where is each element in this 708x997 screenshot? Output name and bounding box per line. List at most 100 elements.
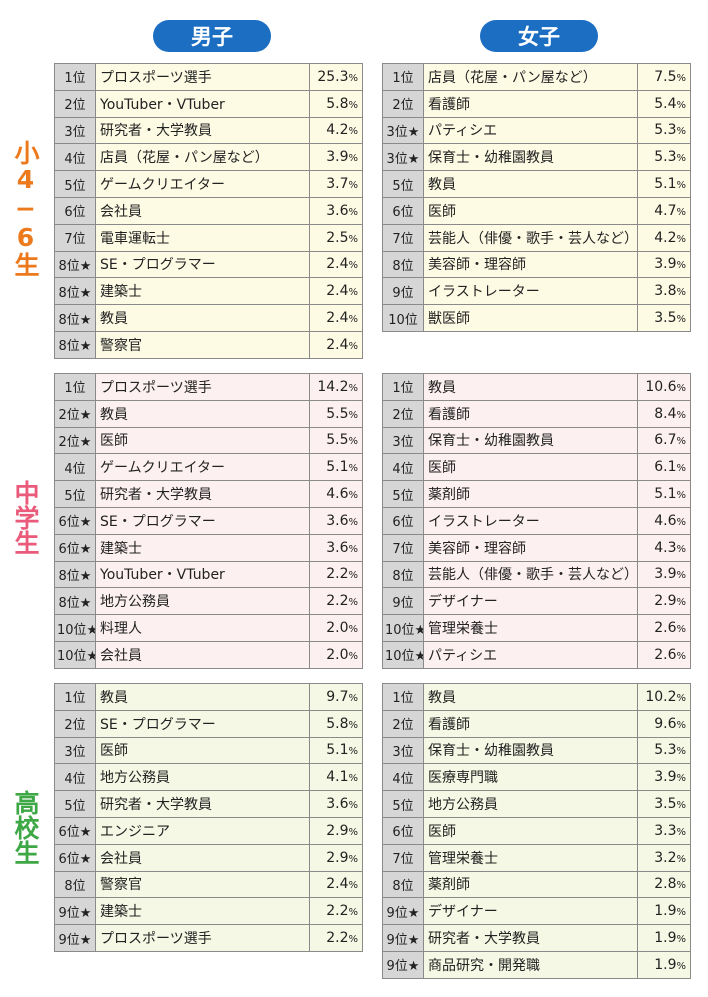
percent-value: 3.6 [326,796,349,813]
table-row: 9位 デザイナー 2.9% [382,587,691,616]
table-row: 8位 薬剤師 2.8% [382,870,691,899]
percent-value: 4.2 [654,229,677,246]
percent-value: 5.3 [654,742,677,759]
occupation-cell: 医師 [423,453,638,482]
table-row: 5位 教員 5.1% [382,170,691,198]
occupation-cell: 美容師・理容師 [423,250,638,279]
percent-cell: 2.0% [309,614,363,642]
rank-cell: 6位★ [54,506,96,535]
percent-cell: 2.9% [309,816,363,845]
percent-cell: 4.6% [637,506,691,535]
table-row: 2位 YouTuber・VTuber 5.8% [54,89,363,118]
percent-sign: % [348,463,358,475]
percent-sign: % [348,934,358,946]
table-row: 4位 店員（花屋・パン屋など） 3.9% [54,143,363,172]
rank-cell: 4位 [382,763,424,792]
rank-cell: 2位 [54,89,96,118]
table-row: 9位★ 建築士 2.2% [54,897,363,926]
percent-sign: % [676,597,686,609]
percent-sign: % [676,516,686,528]
percent-cell: 1.9% [637,950,691,979]
rank-cell: 10位 [382,304,424,332]
percent-sign: % [676,543,686,555]
rank-cell: 2位 [382,399,424,428]
percent-cell: 4.3% [637,533,691,562]
percent-cell: 2.2% [309,560,363,589]
table-row: 5位 ゲームクリエイター 3.7% [54,170,363,198]
table-row: 1位 教員 10.6% [382,373,691,401]
occupation-cell: 管理栄養士 [423,843,638,872]
table-row: 2位 SE・プログラマー 5.8% [54,709,363,738]
percent-sign: % [676,233,686,245]
percent-sign: % [676,960,686,972]
occupation-cell: 研究者・大学教員 [95,116,310,145]
percent-value: 2.9 [654,593,677,610]
table-row: 9位★ 商品研究・開発職 1.9% [382,950,691,979]
rank-cell: 1位 [54,63,96,91]
table-row: 3位★ パティシエ 5.3% [382,116,691,145]
occupation-cell: 料理人 [95,614,310,642]
percent-value: 2.4 [326,336,349,353]
percent-sign: % [348,570,358,582]
rank-cell: 1位 [54,683,96,711]
occupation-cell: 会社員 [95,843,310,872]
rank-cell: 6位 [382,196,424,225]
occupation-cell: 教員 [423,683,638,711]
occupation-cell: 看護師 [423,709,638,738]
table-row: 9位 イラストレーター 3.8% [382,277,691,306]
percent-value: 3.6 [326,539,349,556]
occupation-cell: 看護師 [423,89,638,118]
table-row: 1位 教員 10.2% [382,683,691,711]
percent-cell: 3.5% [637,304,691,332]
percent-cell: 5.3% [637,116,691,145]
percent-sign: % [348,180,358,192]
elem-boys-ranking-table: 1位 プロスポーツ選手 25.3% 2位 YouTuber・VTuber 5.8% 3位 研究… [54,63,363,359]
rank-cell: 8位★ [54,560,96,589]
occupation-cell: 会社員 [95,196,310,225]
percent-cell: 10.2% [637,683,691,711]
table-row: 6位★ 建築士 3.6% [54,533,363,562]
percent-sign: % [348,907,358,919]
percent-sign: % [676,880,686,892]
rank-cell: 8位★ [54,250,96,279]
percent-sign: % [676,624,686,636]
rank-cell: 3位 [54,736,96,765]
percent-sign: % [348,719,358,731]
percent-value: 1.9 [654,903,677,920]
percent-cell: 5.3% [637,736,691,765]
percent-sign: % [676,180,686,192]
occupation-cell: 薬剤師 [423,870,638,899]
percent-cell: 4.2% [309,116,363,145]
percent-cell: 4.7% [637,196,691,225]
percent-cell: 2.6% [637,614,691,642]
percent-cell: 5.1% [637,170,691,198]
rank-cell: 10位★ [382,614,424,642]
table-row: 9位★ 研究者・大学教員 1.9% [382,924,691,952]
percent-value: 6.1 [654,459,677,476]
percent-value: 2.0 [326,646,349,663]
percent-sign: % [348,382,358,394]
occupation-cell: 警察官 [95,330,310,359]
percent-value: 9.7 [326,688,349,705]
rank-cell: 1位 [382,683,424,711]
rank-cell: 6位★ [54,533,96,562]
occupation-cell: 教員 [95,304,310,332]
percent-cell: 2.8% [637,870,691,899]
rank-cell: 8位 [382,250,424,279]
percent-cell: 5.8% [309,89,363,118]
percent-cell: 5.1% [637,480,691,508]
percent-value: 5.1 [654,486,677,503]
high-boys-ranking-table: 1位 教員 9.7% 2位 SE・プログラマー 5.8% 3位 医師 5.1% 4位 地方公務員 4.… [54,683,363,952]
percent-cell: 8.4% [637,399,691,428]
occupation-cell: 医師 [423,816,638,845]
table-row: 7位 管理栄養士 3.2% [382,843,691,872]
rank-cell: 2位 [382,89,424,118]
percent-sign: % [348,287,358,299]
rank-cell: 1位 [54,373,96,401]
rank-cell: 2位★ [54,426,96,455]
table-row: 9位★ デザイナー 1.9% [382,897,691,926]
rank-cell: 4位 [54,143,96,172]
table-row: 9位★ プロスポーツ選手 2.2% [54,924,363,952]
rank-cell: 4位 [382,453,424,482]
occupation-cell: 研究者・大学教員 [95,790,310,818]
